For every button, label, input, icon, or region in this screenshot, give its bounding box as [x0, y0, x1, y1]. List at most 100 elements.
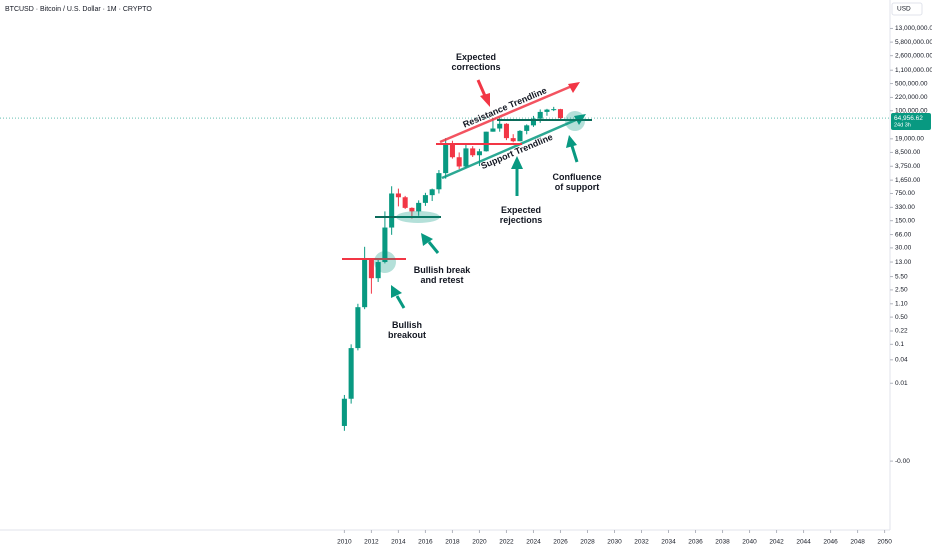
candle-body: [389, 193, 395, 228]
annotation: Bullish breakout: [388, 320, 426, 340]
x-tick-label: 2018: [445, 539, 460, 546]
candle-body: [395, 193, 401, 198]
candle-body: [422, 195, 428, 203]
candle-body: [497, 123, 503, 129]
candle-body: [551, 109, 557, 111]
y-tick-label: 13.00: [895, 259, 912, 266]
candle-body: [409, 207, 415, 212]
candle-body: [476, 151, 482, 156]
arrow: [421, 233, 440, 254]
annotation: Confluence of support: [552, 172, 601, 192]
y-tick-label: 1.10: [895, 301, 908, 308]
candle-body: [490, 128, 496, 132]
candle-body: [348, 348, 354, 399]
x-tick-label: 2030: [607, 539, 622, 546]
y-tick-label: 30.00: [895, 245, 912, 252]
arrow: [566, 135, 579, 163]
x-tick-label: 2028: [580, 539, 595, 546]
x-tick-label: 2014: [391, 539, 406, 546]
x-tick-label: 2042: [769, 539, 784, 546]
candle-body: [362, 259, 368, 308]
y-tick-label: 5,800,000.00: [895, 39, 932, 46]
annotation: Expected rejections: [500, 205, 543, 225]
x-tick-label: 2026: [553, 539, 568, 546]
arrow: [391, 285, 406, 309]
y-tick-label: 3,750.00: [895, 163, 921, 170]
y-tick-label: 0.22: [895, 328, 908, 335]
last-price-box: [891, 113, 931, 131]
y-tick-label: 5.50: [895, 273, 908, 280]
candle-body: [483, 131, 489, 152]
chart-title: BTCUSD · Bitcoin / U.S. Dollar · 1M · CR…: [5, 6, 152, 13]
candle-body: [402, 197, 408, 208]
zone-circle: [565, 111, 585, 131]
candle-body: [382, 227, 388, 263]
candle-body: [557, 109, 564, 119]
candle-body: [537, 111, 543, 119]
x-tick-label: 2012: [364, 539, 379, 546]
resistance-line: [439, 84, 573, 144]
candle-body: [470, 148, 476, 156]
y-tick-label: 0.04: [895, 357, 908, 364]
y-tick-label: 19,000.00: [895, 136, 924, 143]
candle-body: [530, 118, 536, 126]
y-tick-label: 2,600,000.00: [895, 52, 932, 59]
y-tick-label: 500,000.00: [895, 80, 928, 87]
candle-body: [416, 202, 422, 212]
zone-ellipse: [396, 211, 440, 223]
x-tick-label: 2040: [742, 539, 757, 546]
y-tick-label: 66.00: [895, 231, 912, 238]
candle-body: [456, 157, 462, 167]
x-tick-label: 2016: [418, 539, 433, 546]
x-tick-label: 2010: [337, 539, 352, 546]
y-tick-label: -0.00: [895, 458, 910, 465]
x-tick-label: 2020: [472, 539, 487, 546]
x-tick-label: 2044: [796, 539, 811, 546]
x-tick-label: 2050: [877, 539, 892, 546]
y-tick-label: 8,500.00: [895, 149, 921, 156]
x-tick-label: 2046: [823, 539, 838, 546]
y-tick-label: 0.01: [895, 380, 908, 387]
y-tick-label: 750.00: [895, 190, 915, 197]
zone-circle: [374, 251, 396, 273]
y-tick-label: 150.00: [895, 217, 915, 224]
candle-body: [443, 144, 449, 174]
resistance-arrowhead: [568, 82, 580, 93]
candle-body: [355, 307, 361, 349]
currency: USD: [897, 6, 911, 13]
candle-body: [524, 125, 530, 131]
y-tick-label: 1,650.00: [895, 177, 921, 184]
candle-body: [429, 189, 435, 196]
candle-body: [503, 123, 509, 139]
y-tick-label: 2.50: [895, 287, 908, 294]
candle-body: [375, 262, 381, 279]
countdown: 24d 3h: [894, 123, 911, 129]
x-tick-label: 2036: [688, 539, 703, 546]
annotation: Bullish break and retest: [414, 265, 472, 285]
x-tick-label: 2034: [661, 539, 676, 546]
currency-box: [891, 2, 923, 16]
arrow: [511, 156, 523, 196]
x-tick-label: 2032: [634, 539, 649, 546]
y-tick-label: 13,000,000.00: [895, 25, 932, 32]
x-tick-label: 2038: [715, 539, 730, 546]
arrow: [476, 79, 490, 107]
last-price-label: 64,956.62: [894, 115, 923, 122]
annotation: Expected corrections: [451, 52, 500, 72]
candle-body: [463, 148, 469, 167]
y-tick-label: 0.50: [895, 314, 908, 321]
candle-body: [510, 138, 516, 142]
candle-body: [449, 144, 455, 158]
candle-body: [436, 173, 442, 190]
y-tick-label: 0.1: [895, 341, 904, 348]
x-tick-label: 2024: [526, 539, 541, 546]
y-tick-label: 220,000.00: [895, 94, 928, 101]
support-line: [441, 117, 579, 180]
x-tick-label: 2048: [850, 539, 865, 546]
x-tick-label: 2022: [499, 539, 514, 546]
y-tick-label: 100,000.00: [895, 107, 928, 114]
y-tick-label: 330.00: [895, 204, 915, 211]
y-tick-label: 1,100,000.00: [895, 67, 932, 74]
